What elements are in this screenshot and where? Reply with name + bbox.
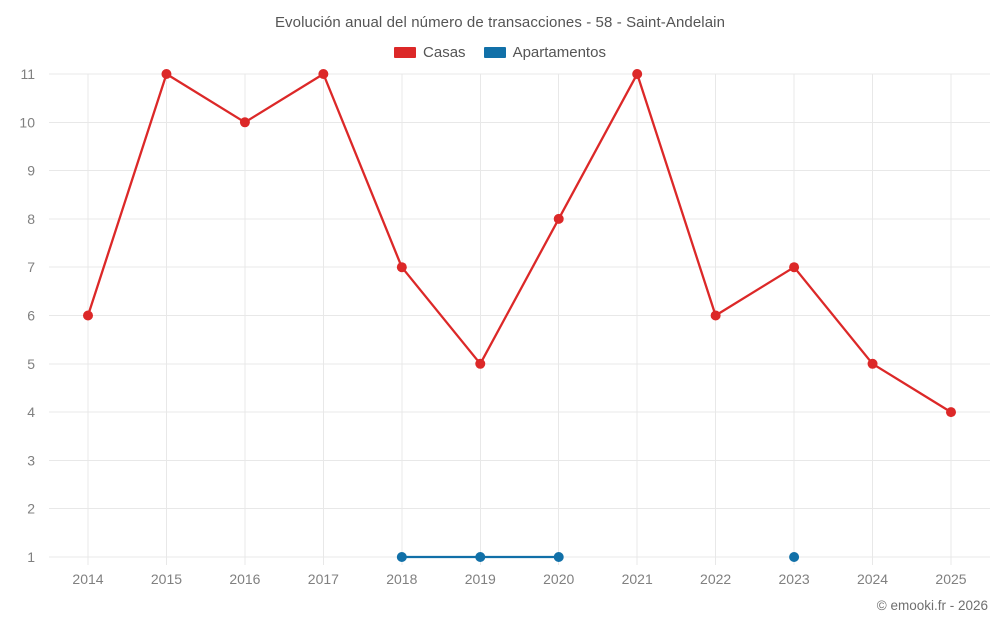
x-axis-tick-label: 2022 <box>700 571 731 587</box>
x-axis-tick-labels: 2014 2015 2016 2017 2018 2019 2020 2021 2022 2023… <box>72 571 966 587</box>
x-axis-tick-label: 2019 <box>465 571 496 587</box>
legend-item-casas[interactable]: Casas <box>394 44 466 61</box>
data-point-marker[interactable] <box>161 69 172 79</box>
x-axis-tick-label: 2014 <box>72 571 103 587</box>
x-axis-tick-label: 2023 <box>779 571 810 587</box>
y-axis-tick-label: 9 <box>27 163 35 179</box>
data-point-marker[interactable] <box>318 69 329 79</box>
x-axis-tick-label: 2021 <box>622 571 653 587</box>
data-point-marker[interactable] <box>475 358 486 369</box>
x-axis-tick-label: 2024 <box>857 571 888 587</box>
data-point-marker[interactable] <box>867 358 878 369</box>
legend-label-apartamentos: Apartamentos <box>512 44 606 61</box>
x-axis-tick-label: 2015 <box>151 571 182 587</box>
data-point-marker[interactable] <box>553 213 564 224</box>
legend-swatch-casas <box>394 47 417 58</box>
y-axis-tick-label: 4 <box>27 404 35 420</box>
y-axis-tick-label: 7 <box>27 259 35 275</box>
legend-label-casas: Casas <box>423 44 466 61</box>
x-axis-tick-label: 2017 <box>308 571 339 587</box>
data-point-marker[interactable] <box>710 310 721 321</box>
y-axis-tick-label: 5 <box>27 356 35 372</box>
data-point-marker[interactable] <box>396 552 407 562</box>
data-point-marker[interactable] <box>946 407 956 418</box>
data-point-marker[interactable] <box>475 552 486 562</box>
y-axis-tick-label: 1 <box>27 549 35 565</box>
y-axis-tick-label: 8 <box>27 211 35 227</box>
chart-title: Evolución anual del número de transaccio… <box>274 14 726 31</box>
x-axis-tick-label: 2016 <box>229 571 260 587</box>
footer-credit: © emooki.fr - 2026 <box>876 598 988 613</box>
x-axis-tick-label: 2025 <box>935 571 966 587</box>
grid-lines <box>49 73 990 565</box>
data-point-marker[interactable] <box>83 310 93 321</box>
y-axis-tick-label: 2 <box>27 501 35 517</box>
data-point-marker[interactable] <box>632 69 643 79</box>
data-point-marker[interactable] <box>553 552 564 562</box>
y-axis-tick-label: 3 <box>27 452 35 468</box>
data-point-marker[interactable] <box>239 117 250 128</box>
chart-legend: Casas Apartamentos <box>0 44 1000 61</box>
legend-swatch-apartamentos <box>483 47 506 58</box>
y-axis-tick-labels: 1 2 3 4 5 6 7 8 9 10 11 <box>19 66 35 565</box>
data-series-layer <box>83 69 956 562</box>
y-axis-tick-label: 11 <box>20 66 35 82</box>
y-axis-tick-label: 6 <box>27 308 35 324</box>
series-line-casas <box>86 72 953 414</box>
data-point-marker[interactable] <box>789 552 800 562</box>
y-axis-tick-label: 10 <box>19 114 35 130</box>
data-point-marker[interactable] <box>396 262 407 273</box>
x-axis-tick-label: 2018 <box>386 571 417 587</box>
legend-item-apartamentos[interactable]: Apartamentos <box>483 44 606 61</box>
x-axis-tick-label: 2020 <box>543 571 574 587</box>
data-point-marker[interactable] <box>789 262 800 273</box>
